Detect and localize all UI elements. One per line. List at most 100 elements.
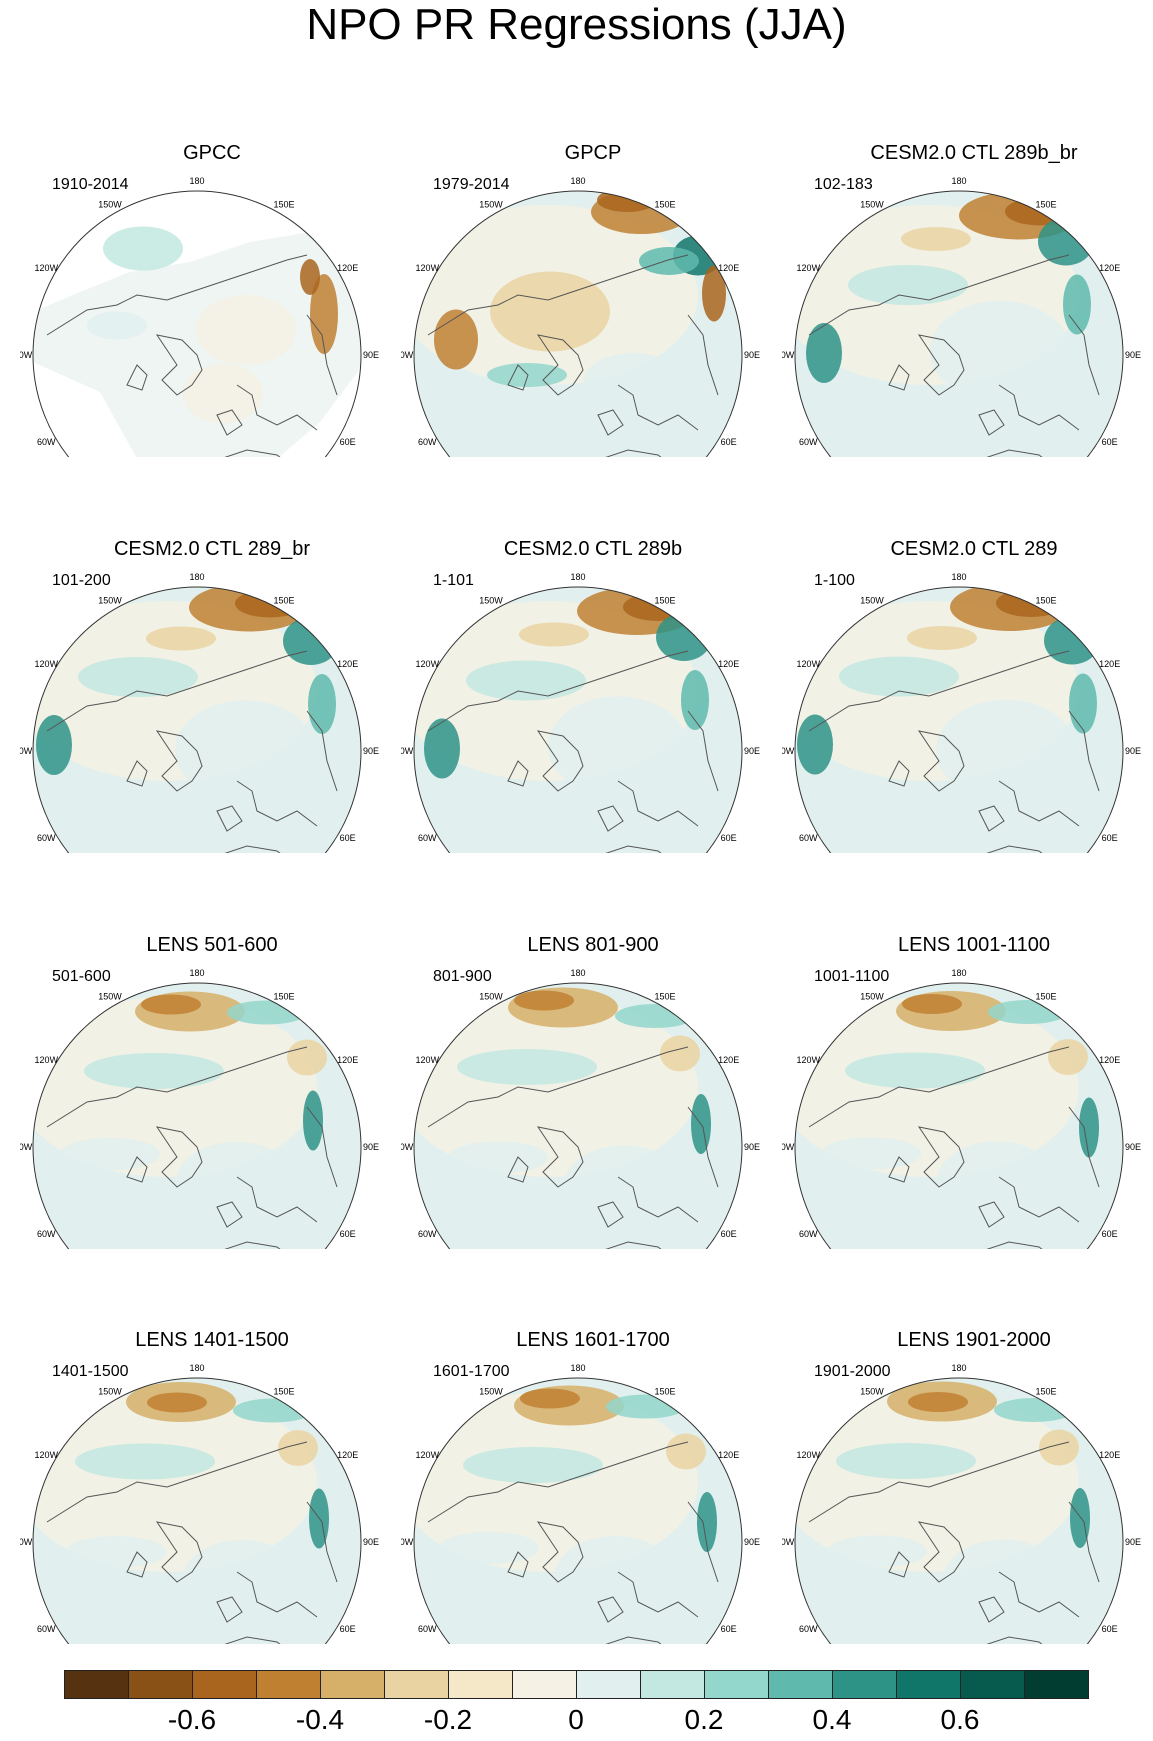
coastline [427, 1046, 689, 1128]
longitude-label: 60E [340, 1229, 356, 1239]
longitude-label: 60W [799, 1229, 818, 1239]
polar-map: 180150E120E90E60E30E030W60W90W120W150W [401, 1363, 760, 1644]
longitude-label: 150E [654, 595, 675, 605]
coastline [155, 1521, 203, 1583]
coastline [236, 1571, 318, 1618]
longitude-label: 60E [340, 1624, 356, 1634]
anomaly-contour [901, 227, 971, 251]
coastline [126, 1156, 148, 1183]
panel-title: CESM2.0 CTL 289b_br [870, 142, 1078, 164]
coastline [978, 805, 1005, 832]
anomaly-contour [300, 259, 320, 295]
coastline [808, 1441, 1070, 1523]
map-panel: 180150E120E90E60E30E030W60W90W120W150WCE… [401, 458, 785, 853]
colorbar-swatch [64, 1670, 129, 1699]
coastline [808, 254, 1070, 336]
field-wash [33, 1392, 317, 1572]
coastline [507, 1551, 529, 1578]
anomaly-contour [845, 1052, 985, 1089]
panel-period: 1601-1700 [433, 1363, 510, 1380]
anomaly-contour [176, 1142, 296, 1222]
coastline [617, 384, 699, 431]
coastline [236, 1176, 318, 1223]
anomaly-contour [448, 1141, 548, 1174]
colorbar-swatch [384, 1670, 449, 1699]
colorbar-tick-label: 0.4 [812, 1704, 852, 1735]
colorbar-swatch [192, 1670, 257, 1699]
anomaly-contour [466, 660, 586, 701]
coastline [888, 1156, 910, 1183]
anomaly-contour [827, 1535, 927, 1568]
longitude-label: 60E [721, 833, 737, 843]
anomaly-contour [1063, 274, 1091, 335]
longitude-label: 60W [799, 1624, 818, 1634]
anomaly-contour [555, 1536, 675, 1616]
panel-title: LENS 801-900 [527, 934, 659, 956]
longitude-label: 120W [35, 1055, 59, 1065]
anomaly-contour [439, 1532, 539, 1564]
coastline [888, 364, 910, 391]
map-boundary [413, 1377, 743, 1644]
coastline [216, 1596, 243, 1623]
longitude-label: 120E [1099, 263, 1120, 273]
coastline [1068, 1501, 1100, 1583]
anomaly-contour [519, 622, 589, 647]
panel-title: CESM2.0 CTL 289 [890, 538, 1058, 560]
polar-map: 180150E120E90E60E30E030W60W90W120W150W [20, 572, 379, 853]
anomaly-contour [656, 613, 712, 661]
anomaly-contour [697, 1492, 717, 1552]
anomaly-contour [146, 626, 216, 651]
coastline [917, 1521, 965, 1583]
longitude-label: 150W [98, 595, 122, 605]
panel-period: 801-900 [433, 968, 492, 985]
anomaly-contour [227, 1000, 307, 1025]
coastline [808, 650, 1070, 732]
anomaly-contour [283, 617, 339, 665]
longitude-label: 90W [782, 1142, 795, 1152]
coastline [507, 1156, 529, 1183]
anomaly-contour [1069, 673, 1097, 734]
longitude-label: 120E [337, 1450, 358, 1460]
anomaly-contour [797, 714, 833, 775]
longitude-label: 120W [35, 659, 59, 669]
panel-period: 1401-1500 [52, 1363, 129, 1380]
longitude-label: 120E [337, 659, 358, 669]
anomaly-contour [183, 363, 263, 424]
longitude-label: 90E [744, 1142, 760, 1152]
polar-map: 180150E120E90E60E30E030W60W90W120W150W [20, 176, 379, 457]
anomaly-contour [514, 990, 574, 1011]
coastline [427, 650, 689, 732]
anomaly-contour [520, 1388, 580, 1409]
anomaly-contour [434, 309, 478, 370]
map-panel: 180150E120E90E60E30E030W60W90W120W150WLE… [20, 854, 404, 1249]
longitude-label: 120E [1099, 1055, 1120, 1065]
longitude-label: 60W [799, 833, 818, 843]
coastline [126, 760, 148, 787]
coastline [888, 1551, 910, 1578]
colorbar-swatch [960, 1670, 1025, 1699]
anomaly-contour [278, 1430, 318, 1466]
anomaly-contour [702, 265, 726, 322]
colorbar-swatch [704, 1670, 769, 1699]
longitude-label: 120E [718, 1055, 739, 1065]
longitude-label: 150E [654, 199, 675, 209]
longitude-label: 180 [189, 176, 204, 186]
longitude-label: 60E [1102, 1229, 1118, 1239]
longitude-label: 60W [418, 833, 437, 843]
longitude-label: 150W [479, 595, 503, 605]
coastline [998, 384, 1080, 431]
coastline [948, 845, 1060, 853]
map-boundary [413, 982, 743, 1249]
panel-period: 1001-1100 [814, 968, 890, 985]
polar-map: 180150E120E90E60E30E030W60W90W120W150W [782, 1363, 1141, 1644]
colorbar-swatch [512, 1670, 577, 1699]
longitude-label: 180 [951, 176, 966, 186]
coastline [567, 845, 679, 853]
longitude-label: 150E [1035, 199, 1056, 209]
coastline [236, 780, 318, 827]
coastline [536, 1126, 584, 1188]
panel-title: LENS 1601-1700 [516, 1329, 670, 1351]
coastline [306, 314, 338, 396]
map-panel: 180150E120E90E60E30E030W60W90W120W150W LE… [401, 1249, 785, 1644]
anomaly-contour [75, 1443, 215, 1480]
